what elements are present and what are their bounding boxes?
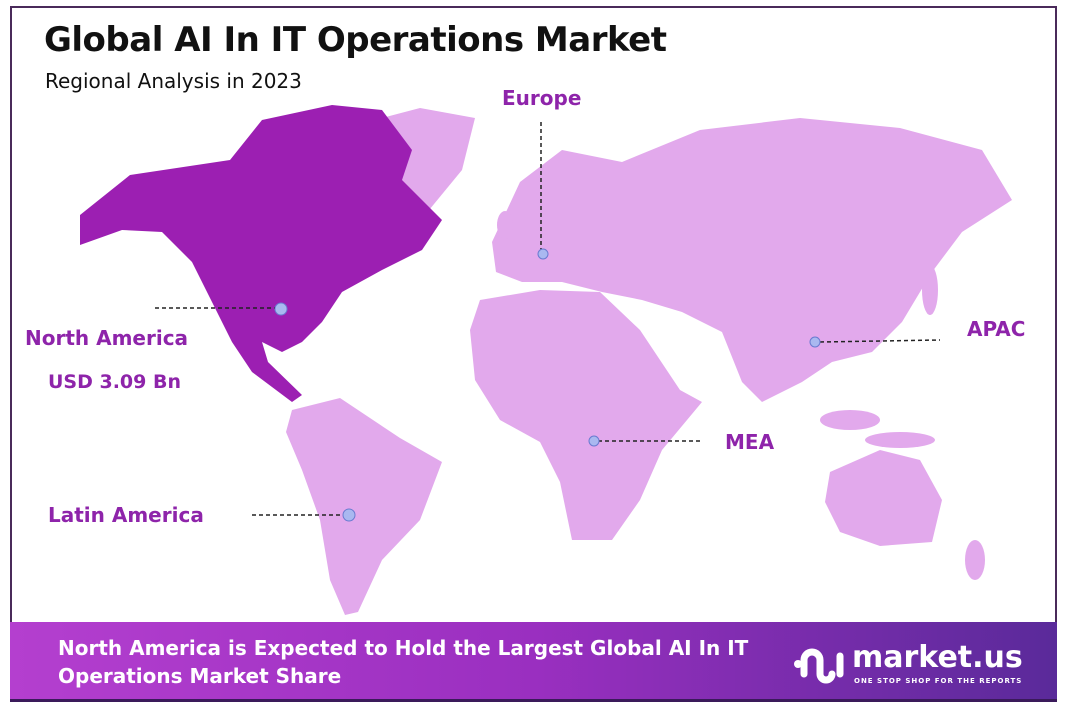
north-america-label: North America	[25, 326, 189, 350]
south-america	[286, 398, 442, 615]
logo-name: market.us	[852, 640, 1023, 675]
eurasia	[492, 118, 1012, 402]
page-title: Global AI In IT Operations Market	[44, 20, 667, 60]
north-america-highlight	[80, 105, 442, 402]
apac-leader-line	[819, 339, 941, 343]
north-america-value: USD 3.09 Bn	[48, 371, 181, 393]
logo-icon	[794, 648, 844, 684]
apac-label: APAC	[967, 317, 1026, 341]
europe-marker	[537, 248, 549, 260]
latin-america-marker	[342, 508, 356, 522]
southeast-asia-islands	[820, 410, 880, 430]
footer-text: North America is Expected to Hold the La…	[58, 636, 749, 688]
japan	[922, 265, 938, 315]
north-america-marker	[274, 302, 288, 316]
indonesia	[865, 432, 935, 448]
australia	[825, 450, 942, 546]
latin-america-label: Latin America	[48, 503, 204, 527]
footer-banner: North America is Expected to Hold the La…	[10, 622, 1057, 702]
market-us-logo: market.us ONE STOP SHOP FOR THE REPORTS	[790, 640, 1030, 690]
africa	[470, 290, 702, 540]
mea-marker	[588, 435, 600, 447]
europe-label: Europe	[502, 86, 582, 110]
new-zealand	[965, 540, 985, 580]
uk	[497, 211, 513, 239]
infographic-frame	[10, 6, 1057, 622]
logo-tagline: ONE STOP SHOP FOR THE REPORTS	[854, 677, 1023, 685]
mea-label: MEA	[725, 430, 775, 454]
apac-marker	[809, 336, 821, 348]
page-subtitle: Regional Analysis in 2023	[45, 69, 302, 93]
